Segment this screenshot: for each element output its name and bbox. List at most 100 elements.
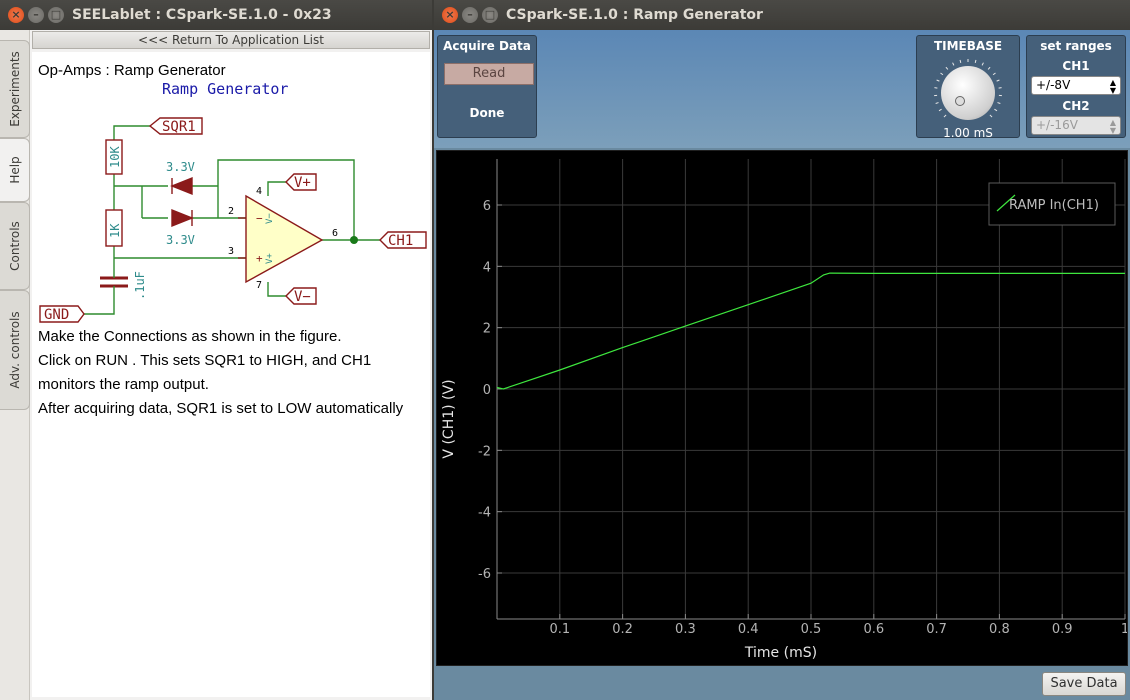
- instruction-line-4: After acquiring data, SQR1 is set to LOW…: [38, 400, 404, 417]
- legend-box: [988, 182, 1116, 226]
- knob-tick: [981, 62, 984, 66]
- x-axis-label: Time (mS): [744, 645, 817, 661]
- x-tick-label: 0.9: [1052, 622, 1073, 637]
- ch2-range-label: CH2: [1062, 99, 1090, 113]
- x-tick-label: 0.7: [926, 622, 947, 637]
- ch1-label: CH1: [388, 233, 413, 249]
- ch2-range-value: +/-16V: [1036, 118, 1078, 132]
- left-window-title: SEELablet : CSpark-SE.1.0 - 0x23: [72, 7, 332, 23]
- opamp-vminus-label: V−: [265, 213, 275, 224]
- resistor-10k-label: 10K: [108, 146, 122, 168]
- help-heading: Op-Amps : Ramp Generator: [38, 62, 226, 79]
- y-tick-label: -2: [478, 444, 491, 459]
- seelablet-window: × – □ SEELablet : CSpark-SE.1.0 - 0x23 E…: [0, 0, 432, 700]
- y-tick-label: 0: [483, 383, 491, 398]
- tab-controls-label: Controls: [7, 221, 22, 271]
- zener-diode-2: [171, 208, 194, 228]
- y-axis-label: V (CH1) (V): [441, 379, 457, 458]
- help-pane: Op-Amps : Ramp Generator Ramp Generator: [32, 52, 430, 697]
- tab-experiments[interactable]: Experiments: [0, 40, 30, 138]
- knob-tick: [936, 79, 940, 82]
- vplus-label: V+: [294, 175, 311, 191]
- instruction-line-3: monitors the ramp output.: [38, 376, 209, 393]
- window-gap: [432, 0, 434, 700]
- x-tick-label: 0.1: [549, 622, 570, 637]
- acquire-data-title: Acquire Data: [443, 39, 531, 53]
- close-window-button[interactable]: ×: [442, 7, 458, 23]
- pin-2-label: 2: [228, 206, 234, 217]
- vplus-tag: [285, 173, 317, 191]
- series-line-ramp: [496, 272, 1125, 390]
- set-ranges-group: set ranges CH1 +/-8V ▲ ▼ CH2 +/-16V ▲ ▼: [1026, 35, 1126, 138]
- knob-indicator: [955, 96, 965, 106]
- pin-3-label: 3: [228, 246, 234, 257]
- knob-tick: [994, 108, 998, 112]
- tab-help[interactable]: Help: [0, 138, 30, 202]
- legend-label: RAMP In(CH1): [1009, 198, 1099, 213]
- right-window-title: CSpark-SE.1.0 : Ramp Generator: [506, 7, 763, 23]
- ch1-range-select[interactable]: +/-8V ▲ ▼: [1031, 76, 1121, 95]
- ch1-range-value: +/-8V: [1036, 78, 1071, 92]
- sqr1-tag: [148, 117, 203, 135]
- resistor-1k: [105, 209, 123, 247]
- tab-controls[interactable]: Controls: [0, 202, 30, 290]
- pin-6-label: 6: [332, 228, 338, 239]
- timebase-group: TIMEBASE 1.00 mS: [916, 35, 1020, 140]
- opamp-vplus-label: V+: [265, 253, 275, 264]
- instruction-line-1: Make the Connections as shown in the fig…: [38, 328, 342, 345]
- tab-adv-controls[interactable]: Adv. controls: [0, 290, 30, 410]
- y-tick-label: -6: [478, 567, 491, 582]
- knob-tick: [935, 102, 939, 104]
- tab-help-label: Help: [7, 156, 22, 184]
- resistor-10k: [105, 139, 123, 175]
- return-to-app-list-button[interactable]: <<< Return To Application List: [32, 31, 430, 49]
- spin-arrows-icon: ▲ ▼: [1109, 118, 1116, 135]
- plot-area[interactable]: 0.1 0.2 0.3 0.4 0.5 0.6 0.7 0.8 0.9 1 -6 -4 -2 0 2 4 6 Ti…: [436, 150, 1128, 666]
- maximize-window-button[interactable]: □: [48, 7, 64, 23]
- close-window-button[interactable]: ×: [8, 7, 24, 23]
- knob-tick: [974, 59, 977, 63]
- ch2-range-select[interactable]: +/-16V ▲ ▼: [1031, 116, 1121, 135]
- acquire-data-group: Acquire Data Read Done: [437, 35, 537, 138]
- timebase-value: 1.00 mS: [943, 126, 993, 140]
- save-data-button[interactable]: Save Data: [1042, 672, 1126, 696]
- y-tick-label: -4: [478, 506, 491, 521]
- pin-4-label: 4: [256, 186, 262, 197]
- vminus-label: V−: [294, 289, 311, 305]
- timebase-title: TIMEBASE: [933, 39, 1003, 53]
- capacitor-label: .1uF: [133, 271, 147, 300]
- zener-2-label: 3.3V: [166, 233, 195, 247]
- zener-1-label: 3.3V: [166, 160, 195, 174]
- left-titlebar: × – □ SEELablet : CSpark-SE.1.0 - 0x23: [0, 0, 432, 30]
- minimize-window-button[interactable]: –: [28, 7, 44, 23]
- ch1-tag: [379, 231, 427, 249]
- opamp-minus: −: [256, 212, 263, 225]
- knob-tick: [940, 72, 944, 76]
- ramp-generator-window: × – □ CSpark-SE.1.0 : Ramp Generator Acq…: [434, 0, 1130, 700]
- knob-tick: [989, 114, 993, 118]
- acquire-status: Done: [469, 106, 505, 120]
- knob-tick: [938, 108, 942, 112]
- ramp-plot[interactable]: 0.1 0.2 0.3 0.4 0.5 0.6 0.7 0.8 0.9 1 -6 -4 -2 0 2 4 6 Ti…: [437, 151, 1127, 665]
- tab-experiments-label: Experiments: [7, 51, 22, 127]
- right-titlebar: × – □ CSpark-SE.1.0 : Ramp Generator: [434, 0, 1130, 30]
- spin-arrows-icon: ▲ ▼: [1109, 78, 1116, 95]
- x-tick-label: 0.8: [989, 622, 1010, 637]
- schematic-wires: [84, 125, 380, 315]
- timebase-knob[interactable]: [941, 66, 995, 120]
- knob-tick: [992, 72, 996, 76]
- ramp-generator-schematic: Ramp Generator: [39, 80, 427, 323]
- x-tick-label: 1: [1121, 622, 1127, 637]
- knob-ticks: [934, 59, 1002, 118]
- x-tick-label: 0.5: [801, 622, 822, 637]
- x-tick-label: 0.2: [612, 622, 633, 637]
- maximize-window-button[interactable]: □: [482, 7, 498, 23]
- set-ranges-title: set ranges: [1040, 39, 1112, 53]
- bottom-bar: Save Data: [434, 668, 1130, 700]
- gnd-tag: [39, 305, 85, 323]
- y-tick-label: 6: [483, 199, 491, 214]
- read-button[interactable]: Read: [444, 63, 534, 85]
- minimize-window-button[interactable]: –: [462, 7, 478, 23]
- capacitor: [100, 276, 128, 288]
- y-tick-label: 2: [483, 322, 491, 337]
